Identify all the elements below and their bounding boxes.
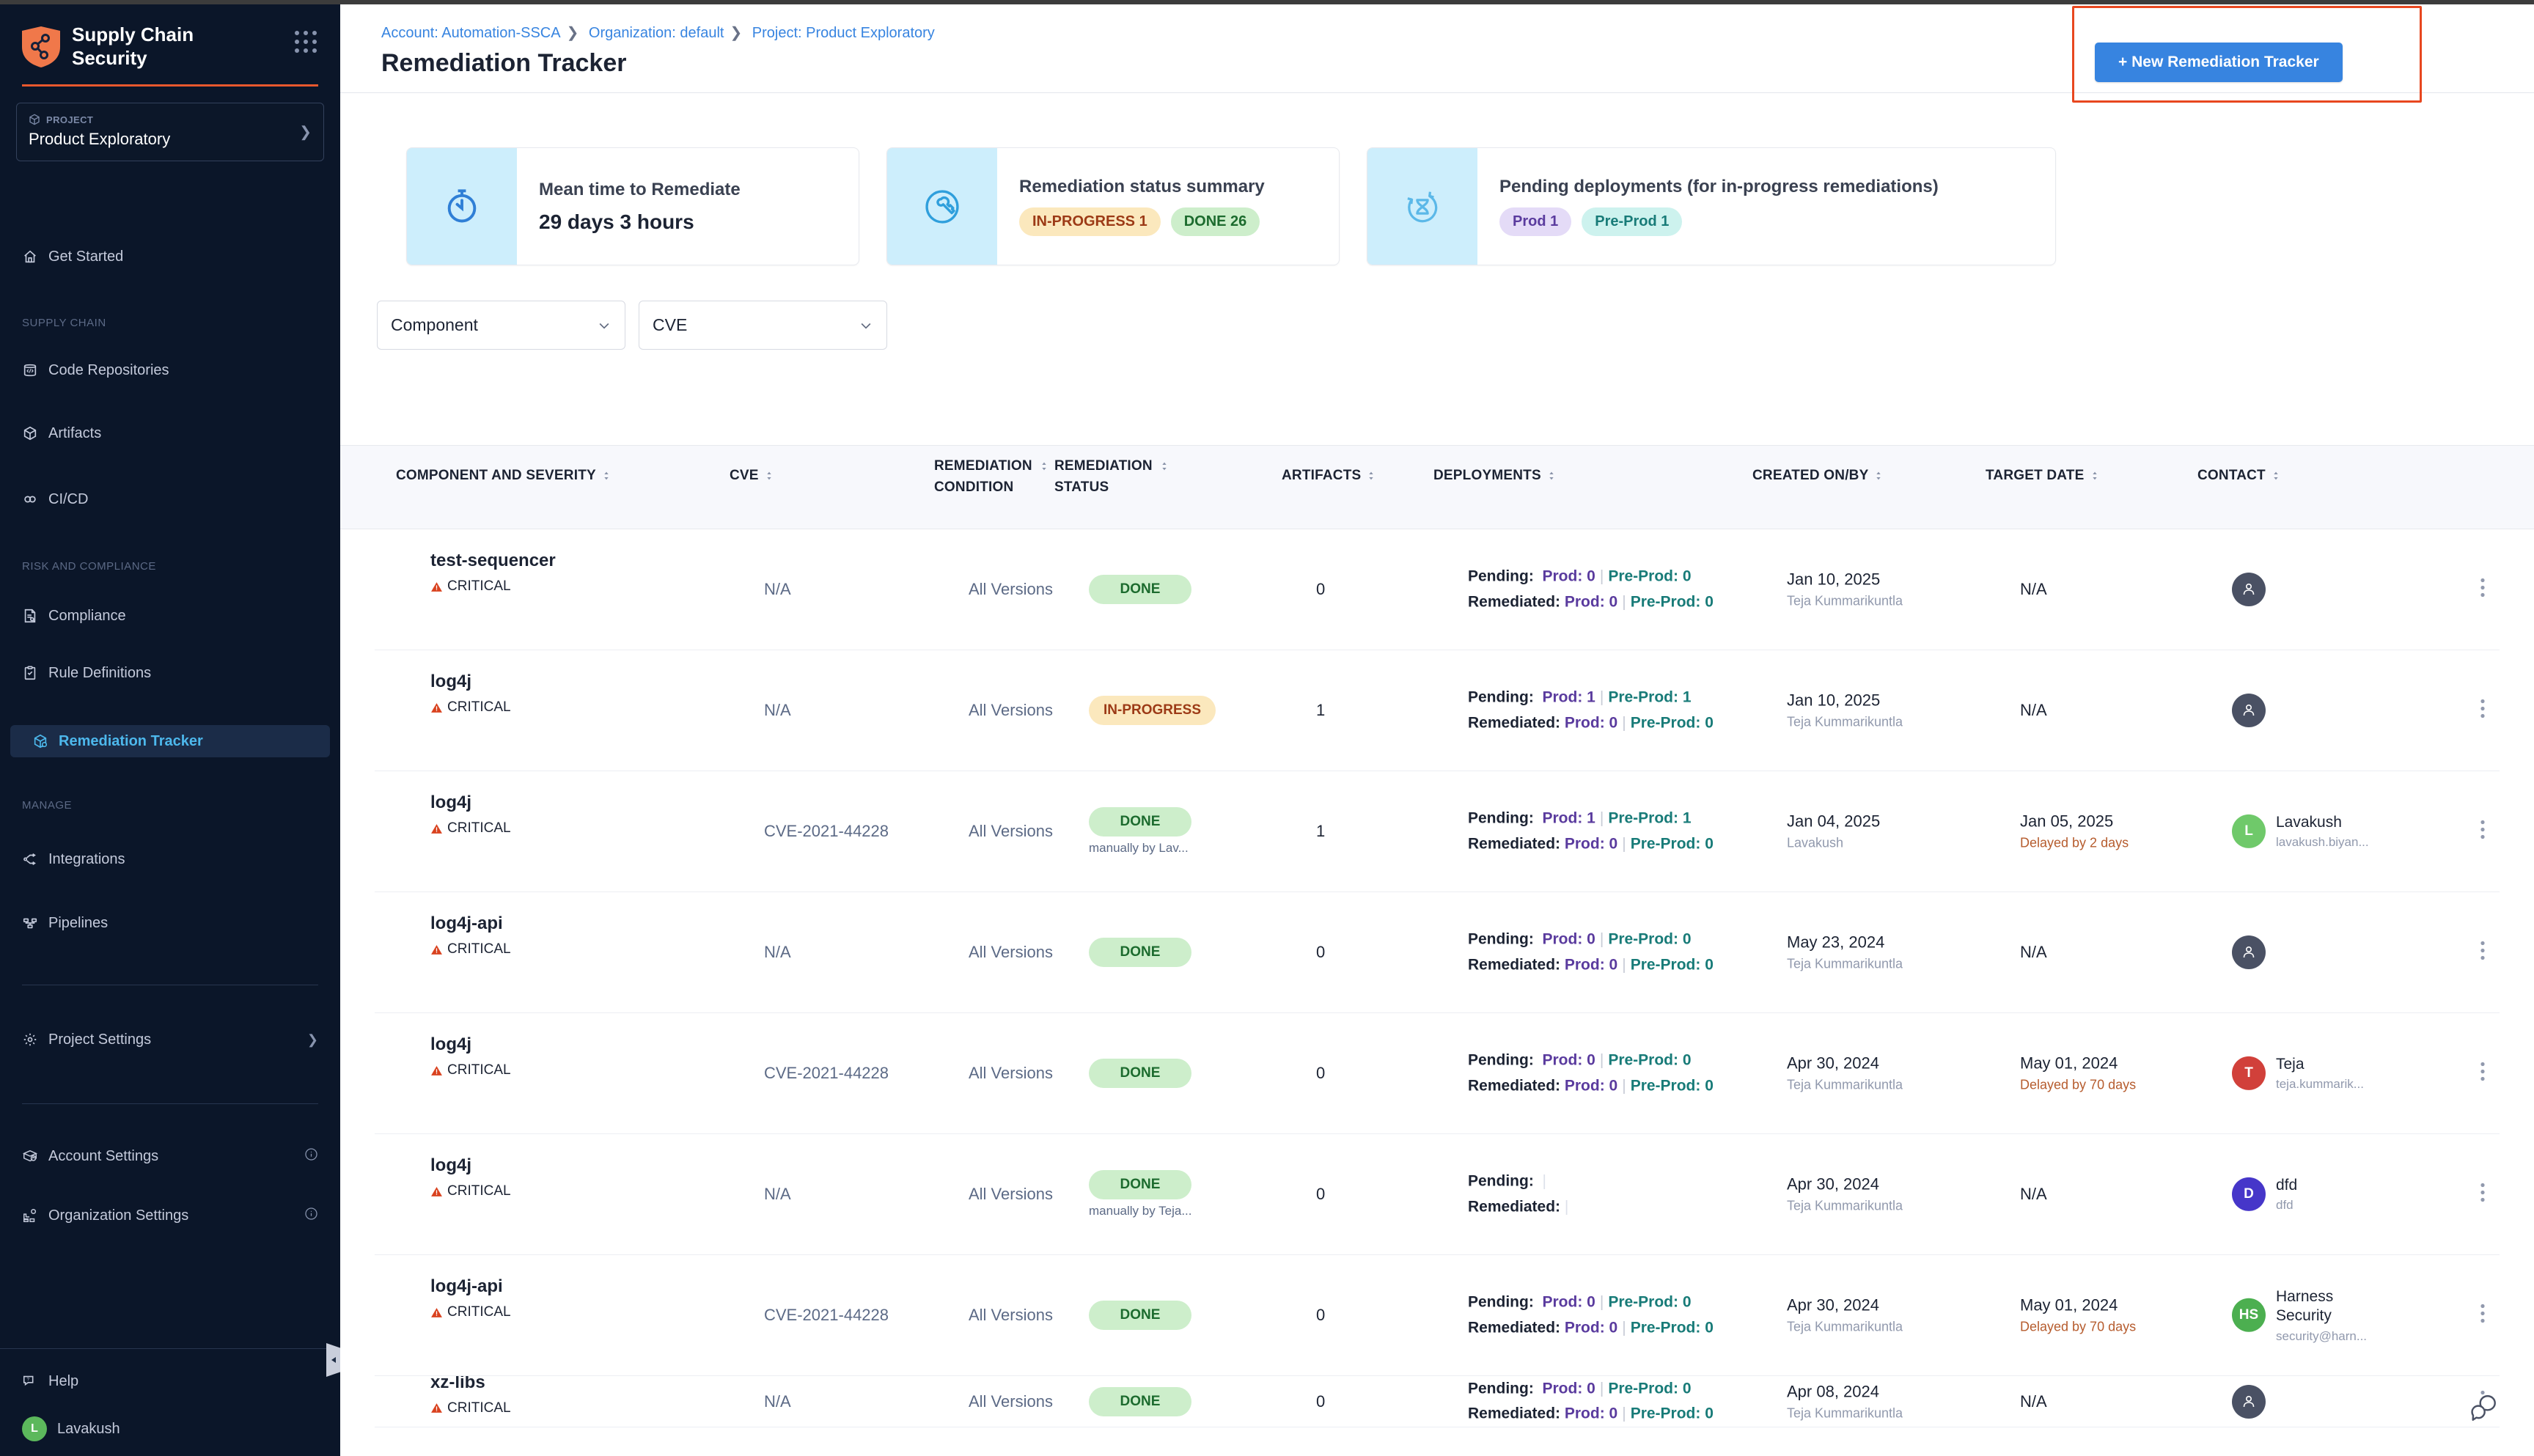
svg-text:?: ? <box>26 1378 29 1383</box>
